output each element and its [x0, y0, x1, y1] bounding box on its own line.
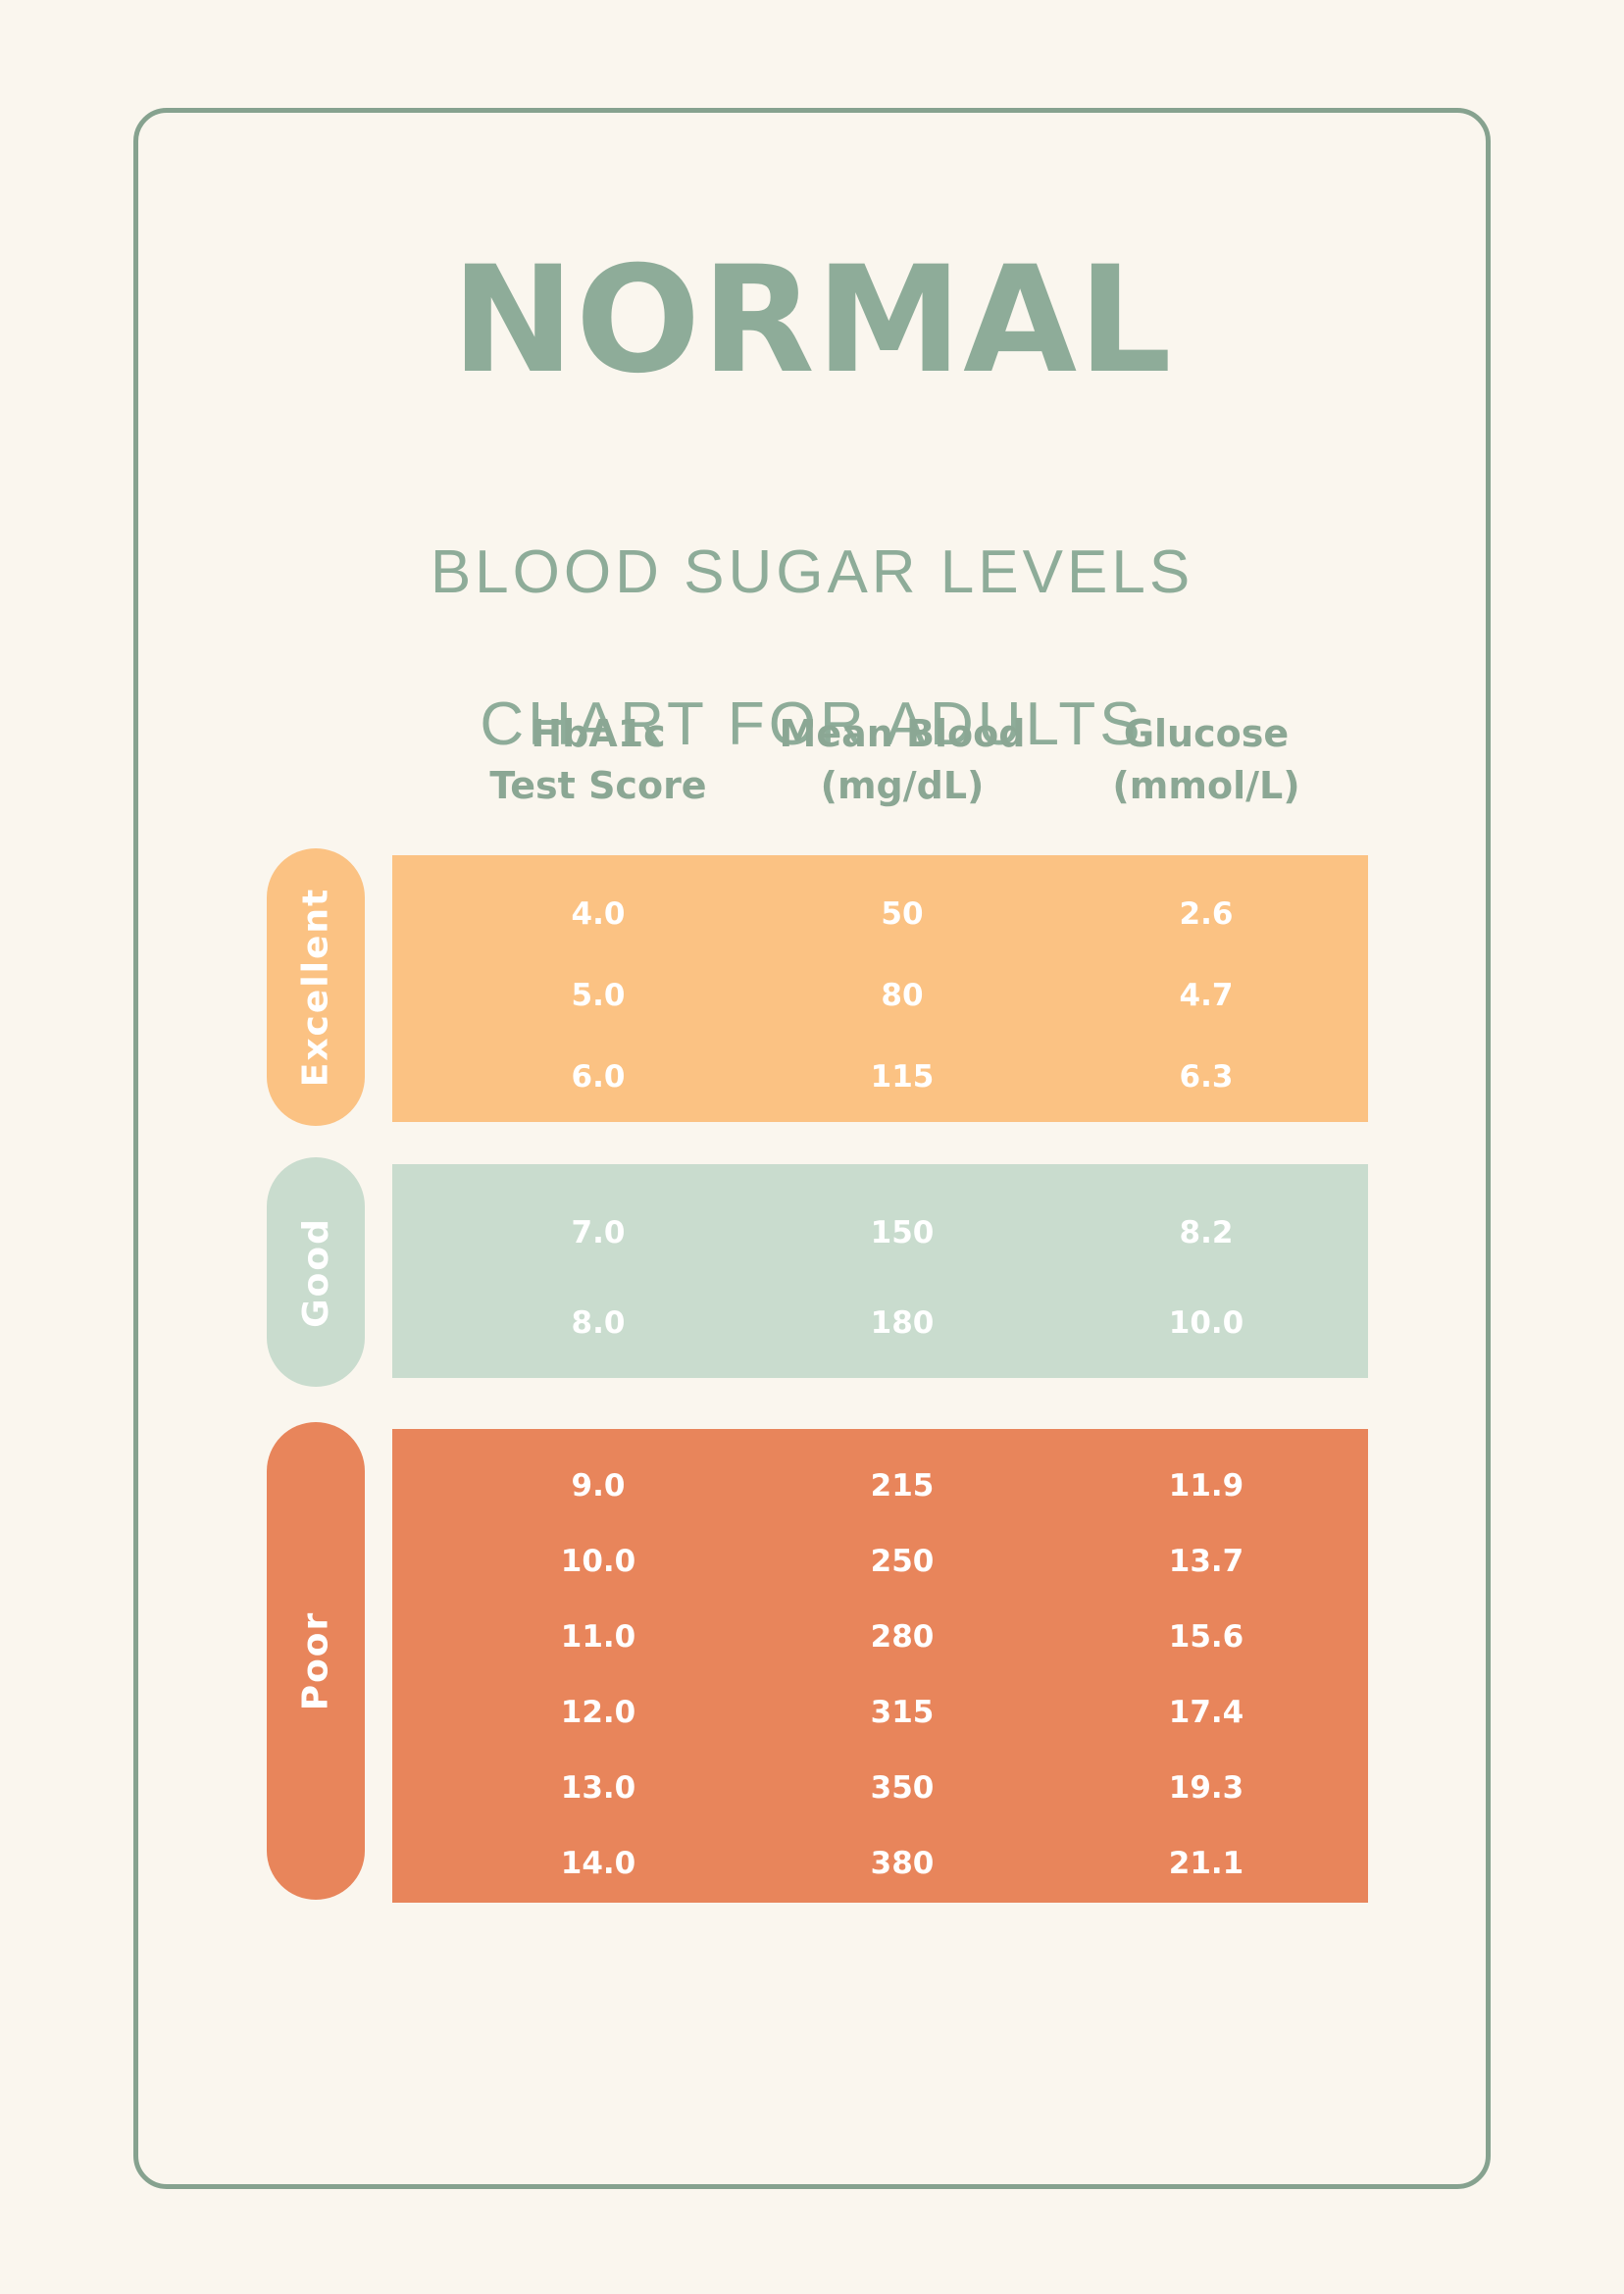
cell-hba1c: 10.0	[560, 1543, 636, 1579]
cell-mean-blood: 150	[870, 1214, 935, 1250]
page-subtitle-line1: BLOOD SUGAR LEVELS	[430, 538, 1194, 606]
cell-glucose: 15.6	[1168, 1618, 1244, 1655]
category-label-excellent: Excellent	[295, 887, 336, 1088]
column-header-mean-blood-line2: (mg/dL)	[820, 764, 985, 808]
card-border-frame	[133, 108, 1491, 2189]
cell-mean-blood: 280	[870, 1618, 935, 1655]
column-header-hba1c-line2: Test Score	[489, 764, 707, 808]
category-label-poor: Poor	[295, 1610, 336, 1711]
category-pill-excellent: Excellent	[267, 848, 365, 1126]
category-pill-poor: Poor	[267, 1422, 365, 1900]
cell-glucose: 17.4	[1168, 1694, 1244, 1730]
category-pill-good: Good	[267, 1157, 365, 1387]
column-headers: HbA1c Test Score Mean Blood (mg/dL) Gluc…	[446, 708, 1358, 812]
cell-mean-blood: 80	[881, 977, 924, 1013]
cell-hba1c: 8.0	[571, 1305, 626, 1341]
cell-hba1c: 7.0	[571, 1214, 626, 1250]
section-table-excellent: 4.0 50 2.6 5.0 80 4.7 6.0 115 6.3	[392, 855, 1368, 1122]
page-title: NORMAL	[451, 235, 1173, 406]
cell-glucose: 2.6	[1179, 895, 1234, 932]
cell-hba1c: 6.0	[571, 1058, 626, 1095]
cell-glucose: 6.3	[1179, 1058, 1234, 1095]
cell-mean-blood: 315	[870, 1694, 935, 1730]
column-header-mean-blood: Mean Blood (mg/dL)	[750, 708, 1054, 812]
cell-mean-blood: 380	[870, 1845, 935, 1881]
cell-hba1c: 4.0	[571, 895, 626, 932]
cell-hba1c: 11.0	[560, 1618, 636, 1655]
column-header-hba1c: HbA1c Test Score	[446, 708, 750, 812]
cell-glucose: 8.2	[1179, 1214, 1234, 1250]
column-header-hba1c-line1: HbA1c	[531, 712, 666, 755]
cell-glucose: 4.7	[1179, 977, 1234, 1013]
cell-hba1c: 12.0	[560, 1694, 636, 1730]
cell-glucose: 19.3	[1168, 1769, 1244, 1806]
cell-hba1c: 13.0	[560, 1769, 636, 1806]
cell-glucose: 11.9	[1168, 1467, 1244, 1504]
page-subtitle-line2: CHART FOR ADULTS	[480, 690, 1144, 758]
section-table-good: 7.0 150 8.2 8.0 180 10.0	[392, 1164, 1368, 1378]
cell-mean-blood: 115	[870, 1058, 935, 1095]
cell-mean-blood: 215	[870, 1467, 935, 1504]
cell-mean-blood: 350	[870, 1769, 935, 1806]
cell-mean-blood: 50	[881, 895, 924, 932]
column-header-glucose: Glucose (mmol/L)	[1054, 708, 1358, 812]
cell-hba1c: 14.0	[560, 1845, 636, 1881]
cell-mean-blood: 180	[870, 1305, 935, 1341]
cell-glucose: 21.1	[1168, 1845, 1244, 1881]
category-label-good: Good	[295, 1216, 336, 1328]
column-header-glucose-line1: Glucose	[1123, 712, 1290, 755]
cell-hba1c: 9.0	[571, 1467, 626, 1504]
cell-hba1c: 5.0	[571, 977, 626, 1013]
cell-mean-blood: 250	[870, 1543, 935, 1579]
cell-glucose: 10.0	[1168, 1305, 1244, 1341]
cell-glucose: 13.7	[1168, 1543, 1244, 1579]
column-header-mean-blood-line1: Mean Blood	[779, 712, 1026, 755]
section-table-poor: 9.0 215 11.9 10.0 250 13.7 11.0 280 15.6…	[392, 1429, 1368, 1903]
column-header-glucose-line2: (mmol/L)	[1112, 764, 1300, 808]
